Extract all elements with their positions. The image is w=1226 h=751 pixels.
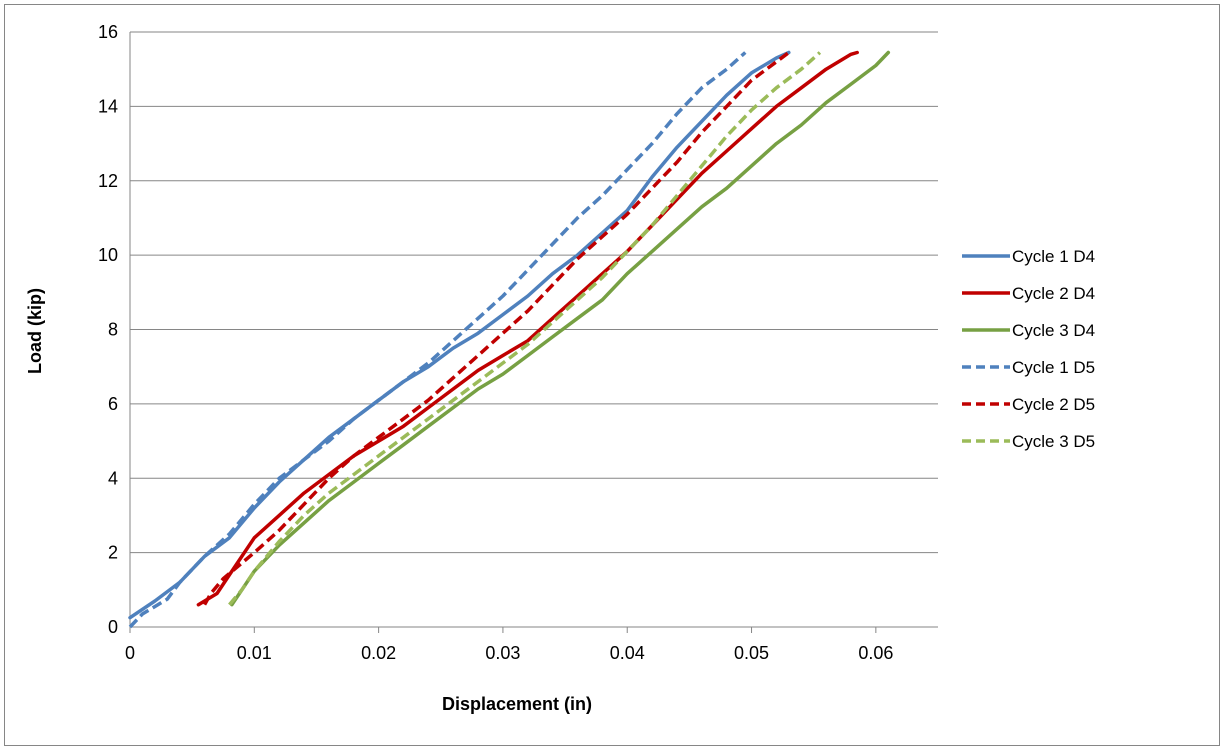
axes — [129, 32, 938, 633]
gridlines — [130, 31, 938, 554]
series-line-1 — [128, 50, 791, 620]
series-line-3 — [230, 50, 891, 607]
legend: Cycle 1 D4 Cycle 2 D4 Cycle 3 D4 Cycle 1 D5… — [962, 247, 1095, 451]
y-tick-label: 16 — [98, 22, 118, 42]
x-tick-label: 0.02 — [361, 643, 396, 663]
series-line-2 — [196, 50, 859, 607]
chart-frame — [4, 4, 1220, 746]
y-tick-label: 6 — [108, 394, 118, 414]
y-tick-label: 4 — [108, 468, 118, 488]
x-tick-label: 0 — [125, 643, 135, 663]
legend-label-6: Cycle 3 D5 — [1012, 432, 1095, 451]
x-axis-title: Displacement (in) — [442, 694, 592, 714]
x-tick-labels: 0 0.01 0.02 0.03 0.04 0.05 0.06 — [125, 643, 893, 663]
x-tick-label: 0.05 — [734, 643, 769, 663]
y-tick-label: 0 — [108, 617, 118, 637]
y-tick-label: 8 — [108, 320, 118, 340]
x-tick-label: 0.03 — [485, 643, 520, 663]
series-line-6 — [228, 51, 822, 606]
x-tick-label: 0.06 — [858, 643, 893, 663]
legend-label-1: Cycle 1 D4 — [1012, 247, 1095, 266]
series-lines — [128, 50, 891, 629]
legend-label-3: Cycle 3 D4 — [1012, 321, 1095, 340]
x-tick-label: 0.04 — [610, 643, 645, 663]
legend-label-2: Cycle 2 D4 — [1012, 284, 1095, 303]
y-tick-label: 14 — [98, 96, 118, 116]
x-tick-label: 0.01 — [237, 643, 272, 663]
y-tick-label: 2 — [108, 543, 118, 563]
y-tick-labels: 0 2 4 6 8 10 12 14 16 — [98, 22, 118, 637]
y-axis-title: Load (kip) — [25, 288, 45, 374]
series-line-4 — [128, 51, 747, 629]
y-tick-label: 12 — [98, 171, 118, 191]
legend-label-4: Cycle 1 D5 — [1012, 358, 1095, 377]
y-tick-label: 10 — [98, 245, 118, 265]
legend-label-5: Cycle 2 D5 — [1012, 395, 1095, 414]
series-line-5 — [203, 51, 790, 606]
